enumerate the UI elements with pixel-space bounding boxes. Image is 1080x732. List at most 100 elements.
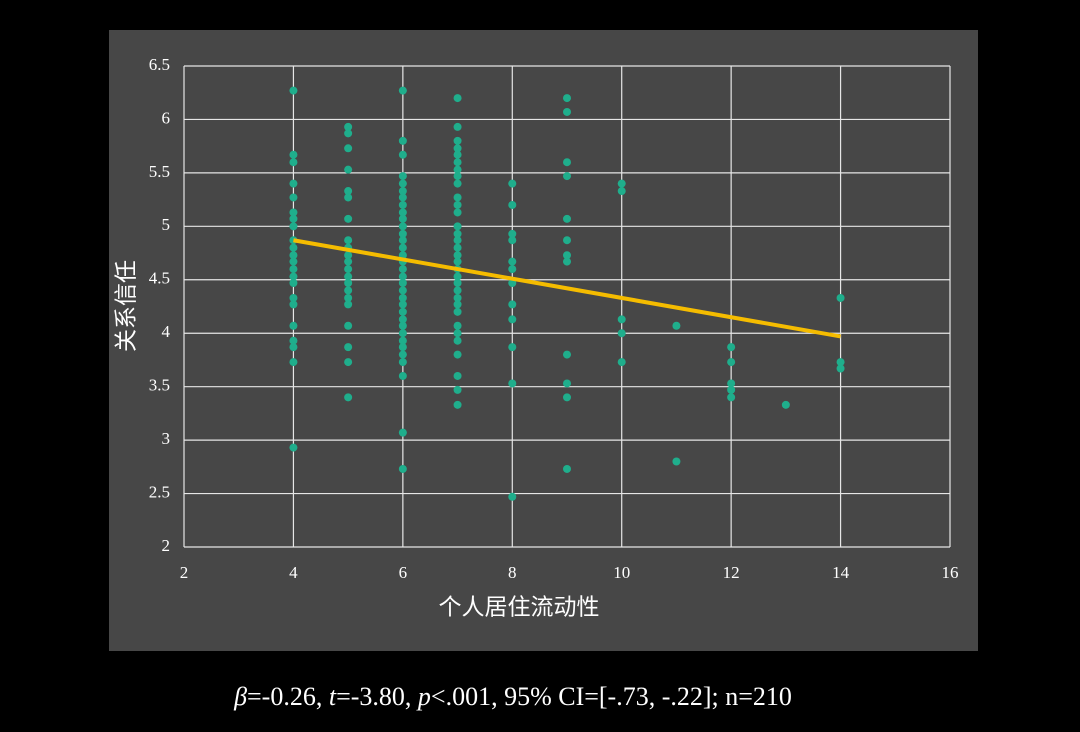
point xyxy=(453,350,462,359)
x-tick-label: 6 xyxy=(399,563,408,582)
point xyxy=(289,193,298,202)
point xyxy=(563,158,571,167)
point xyxy=(453,272,462,281)
point xyxy=(453,307,462,316)
point xyxy=(508,492,517,501)
point xyxy=(453,193,462,202)
point xyxy=(508,315,517,324)
point xyxy=(563,257,571,266)
point xyxy=(508,379,517,388)
annotation-part: β xyxy=(233,682,247,711)
point xyxy=(289,243,298,252)
point xyxy=(563,214,571,223)
point xyxy=(398,272,407,281)
point xyxy=(398,229,407,238)
point xyxy=(398,286,407,295)
point xyxy=(563,94,571,103)
point xyxy=(398,329,407,338)
point xyxy=(453,400,462,409)
annotation-part: p xyxy=(416,682,431,711)
point xyxy=(508,236,517,245)
point xyxy=(727,393,736,402)
point xyxy=(453,286,462,295)
point xyxy=(398,136,407,145)
point xyxy=(289,300,298,309)
point xyxy=(453,251,462,260)
point xyxy=(398,150,407,159)
point xyxy=(836,358,845,367)
point xyxy=(398,243,407,252)
point xyxy=(508,265,517,274)
y-tick-label: 5.5 xyxy=(149,162,170,181)
point xyxy=(344,144,353,153)
point xyxy=(453,329,462,338)
point xyxy=(398,307,407,316)
y-tick-label: 6.5 xyxy=(149,55,170,74)
point xyxy=(453,122,462,131)
point xyxy=(453,300,462,309)
x-tick-label: 16 xyxy=(942,563,959,582)
x-tick-label: 4 xyxy=(289,563,298,582)
point xyxy=(398,343,407,352)
chart-panel xyxy=(109,30,978,651)
point xyxy=(398,222,407,231)
point xyxy=(289,179,298,188)
annotation-part: <.001, 95% CI=[-.73, -.22]; n=210 xyxy=(431,682,792,711)
point xyxy=(398,371,407,380)
annotation-part: =-3.80, xyxy=(336,682,418,711)
point xyxy=(398,464,407,473)
point xyxy=(453,165,462,174)
y-tick-label: 2.5 xyxy=(149,482,170,501)
point xyxy=(289,336,298,345)
point xyxy=(508,179,517,188)
point xyxy=(563,379,571,388)
y-tick-label: 5 xyxy=(162,215,171,234)
point xyxy=(453,208,462,217)
point xyxy=(398,293,407,302)
point xyxy=(289,272,298,281)
point xyxy=(344,393,353,402)
point xyxy=(344,358,353,367)
point xyxy=(344,343,353,352)
point xyxy=(453,371,462,380)
point xyxy=(289,86,298,95)
point xyxy=(453,385,462,394)
point xyxy=(563,251,571,260)
point xyxy=(453,222,462,231)
point xyxy=(398,208,407,217)
point xyxy=(289,214,298,223)
point xyxy=(453,257,462,266)
point xyxy=(836,364,845,373)
point xyxy=(398,315,407,324)
point xyxy=(398,214,407,223)
point xyxy=(344,278,353,287)
point xyxy=(289,251,298,260)
point xyxy=(398,179,407,188)
point xyxy=(289,150,298,159)
point xyxy=(398,86,407,95)
x-axis-label: 个人居住流动性 xyxy=(439,594,600,619)
y-tick-label: 4 xyxy=(162,322,171,341)
point xyxy=(508,200,517,209)
point xyxy=(344,129,353,138)
point xyxy=(344,214,353,223)
point xyxy=(672,457,681,466)
point xyxy=(344,165,353,174)
point xyxy=(563,393,571,402)
point xyxy=(344,187,353,196)
point xyxy=(398,187,407,196)
point xyxy=(289,222,298,231)
point xyxy=(344,122,353,131)
point xyxy=(781,400,790,409)
annotation-part: t xyxy=(329,682,337,711)
point xyxy=(344,321,353,330)
point xyxy=(344,193,353,202)
point xyxy=(453,150,462,159)
point xyxy=(508,343,517,352)
point xyxy=(453,336,462,345)
point xyxy=(508,300,517,309)
point xyxy=(289,343,298,352)
point xyxy=(453,229,462,238)
point xyxy=(289,265,298,274)
